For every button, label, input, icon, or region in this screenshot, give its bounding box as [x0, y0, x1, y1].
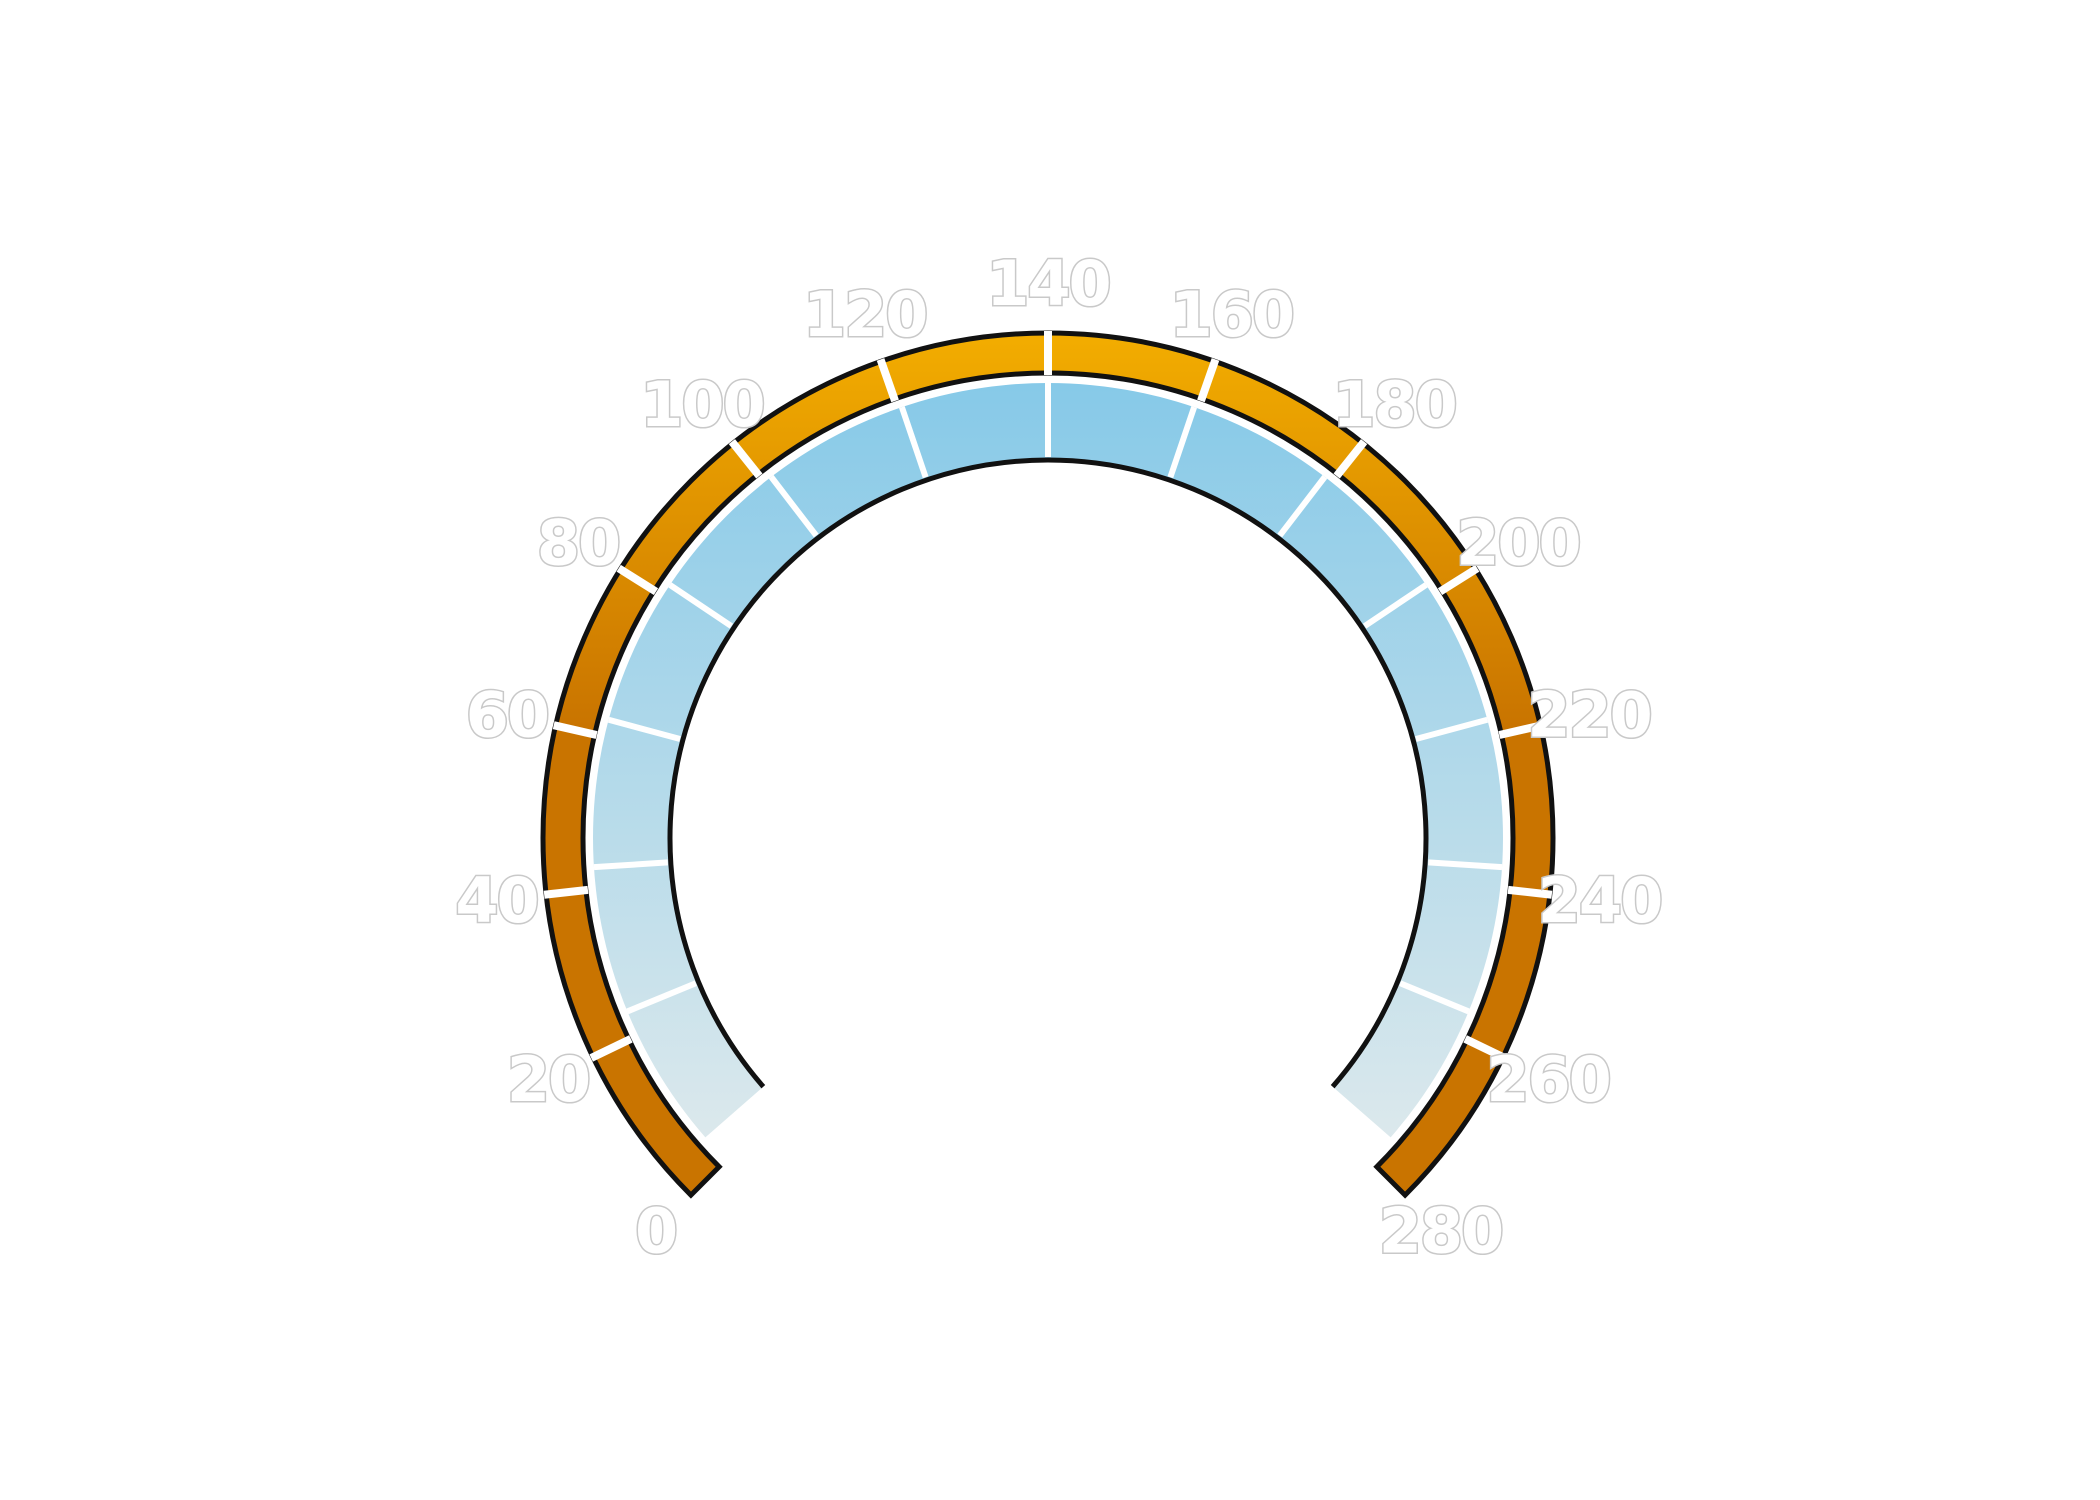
tick-label-160: 160: [1170, 278, 1293, 351]
tick-label-40: 40: [455, 864, 537, 937]
tick-label-220: 220: [1527, 679, 1650, 752]
inner-segment-dividers: [593, 383, 1503, 1015]
inner-divider-13: [1399, 980, 1470, 1015]
outer-tick-60: [552, 721, 598, 739]
outer-tick-80: [616, 564, 659, 596]
outer-band-arc: [540, 330, 1556, 1199]
inner-divider-1: [626, 980, 697, 1015]
inner-band-arc: [593, 383, 1503, 1138]
tick-label-100: 100: [640, 368, 763, 441]
inner-band: [593, 383, 1503, 1138]
tick-label-60: 60: [466, 679, 548, 752]
outer-tick-260: [1463, 1035, 1507, 1062]
inner-divider-4: [668, 582, 734, 629]
tick-label-260: 260: [1486, 1043, 1609, 1116]
inner-divider-12: [1428, 859, 1503, 871]
inner-divider-10: [1362, 582, 1428, 629]
outer-tick-160: [1197, 358, 1220, 403]
tick-label-140: 140: [986, 247, 1109, 320]
tick-label-20: 20: [507, 1043, 589, 1116]
tick-label-0: 0: [635, 1194, 676, 1267]
outer-tick-240: [1507, 885, 1553, 899]
tick-label-240: 240: [1538, 864, 1661, 937]
tick-label-180: 180: [1332, 368, 1455, 441]
tick-label-120: 120: [803, 278, 926, 351]
tick-label-80: 80: [537, 507, 619, 580]
inner-divider-6: [899, 406, 929, 479]
tick-label-200: 200: [1456, 507, 1579, 580]
inner-divider-11: [1415, 716, 1489, 742]
outer-tick-180: [1333, 439, 1368, 479]
inner-divider-3: [607, 716, 681, 742]
outer-tick-20: [589, 1035, 633, 1062]
inner-divider-2: [593, 859, 668, 871]
tick-label-280: 280: [1379, 1194, 1502, 1267]
outer-tick-200: [1437, 564, 1480, 596]
inner-band-edge: [667, 457, 1429, 1089]
outer-band: [540, 330, 1556, 1199]
inner-divider-9: [1277, 475, 1328, 538]
outer-tick-100: [728, 439, 763, 479]
inner-divider-5: [768, 475, 819, 538]
inner-divider-8: [1167, 406, 1197, 479]
outer-tick-marks: [543, 331, 1553, 1062]
outer-tick-220: [1498, 721, 1544, 739]
outer-tick-120: [876, 358, 899, 403]
outer-tick-40: [543, 885, 589, 899]
